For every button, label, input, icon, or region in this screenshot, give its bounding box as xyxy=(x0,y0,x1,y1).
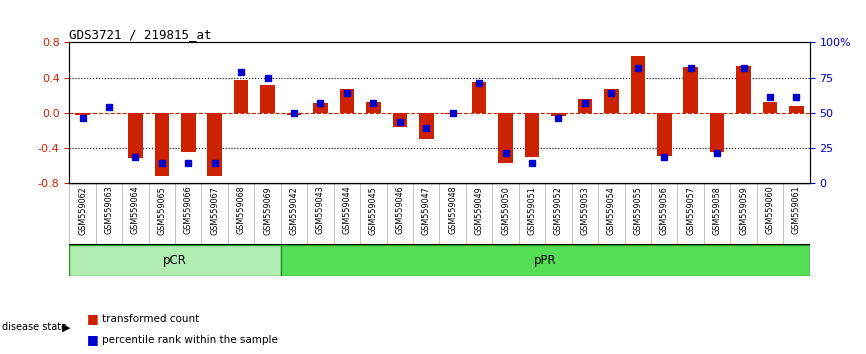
Bar xyxy=(552,113,565,116)
Text: GSM559042: GSM559042 xyxy=(289,186,299,235)
Bar xyxy=(313,103,327,113)
Bar xyxy=(392,113,407,127)
Bar xyxy=(366,102,381,113)
Text: GSM559059: GSM559059 xyxy=(739,186,748,235)
Bar xyxy=(234,80,249,113)
Text: GSM559043: GSM559043 xyxy=(316,186,325,234)
Bar xyxy=(181,113,196,152)
Text: GSM559053: GSM559053 xyxy=(580,186,590,235)
Text: GSM559068: GSM559068 xyxy=(236,186,246,234)
Bar xyxy=(736,66,751,113)
Bar xyxy=(75,113,90,115)
Bar xyxy=(419,113,434,139)
Bar xyxy=(128,113,143,158)
Text: GSM559066: GSM559066 xyxy=(184,186,193,234)
Text: ▶: ▶ xyxy=(62,322,71,332)
Text: GSM559063: GSM559063 xyxy=(105,186,113,234)
Text: GSM559048: GSM559048 xyxy=(449,186,457,234)
Text: GSM559049: GSM559049 xyxy=(475,186,483,235)
Bar xyxy=(472,82,487,113)
Bar xyxy=(69,245,281,276)
Text: GSM559062: GSM559062 xyxy=(78,186,87,235)
Bar xyxy=(604,89,618,113)
Bar xyxy=(339,89,354,113)
Bar xyxy=(208,113,222,176)
Bar xyxy=(281,245,810,276)
Text: GSM559060: GSM559060 xyxy=(766,186,774,234)
Text: GSM559061: GSM559061 xyxy=(792,186,801,234)
Text: GSM559051: GSM559051 xyxy=(527,186,537,235)
Bar xyxy=(789,105,804,113)
Text: GSM559050: GSM559050 xyxy=(501,186,510,235)
Bar xyxy=(154,113,169,176)
Text: GSM559057: GSM559057 xyxy=(686,186,695,235)
Bar xyxy=(683,67,698,113)
Bar xyxy=(710,113,725,152)
Bar xyxy=(287,113,301,115)
Text: GSM559045: GSM559045 xyxy=(369,186,378,235)
Bar xyxy=(498,113,513,162)
Text: GSM559044: GSM559044 xyxy=(342,186,352,234)
Text: GSM559046: GSM559046 xyxy=(396,186,404,234)
Text: GSM559055: GSM559055 xyxy=(633,186,643,235)
Bar xyxy=(763,102,778,113)
Text: GSM559058: GSM559058 xyxy=(713,186,721,235)
Bar xyxy=(657,113,671,156)
Text: GSM559065: GSM559065 xyxy=(158,186,166,235)
Text: GDS3721 / 219815_at: GDS3721 / 219815_at xyxy=(69,28,212,41)
Text: GSM559067: GSM559067 xyxy=(210,186,219,235)
Text: GSM559069: GSM559069 xyxy=(263,186,272,235)
Text: GSM559054: GSM559054 xyxy=(607,186,616,235)
Bar xyxy=(261,85,275,113)
Text: GSM559056: GSM559056 xyxy=(660,186,669,235)
Text: GSM559047: GSM559047 xyxy=(422,186,430,235)
Bar xyxy=(578,98,592,113)
Text: transformed count: transformed count xyxy=(102,314,199,324)
Bar xyxy=(445,113,460,114)
Bar xyxy=(525,113,540,157)
Bar xyxy=(630,56,645,113)
Text: GSM559064: GSM559064 xyxy=(131,186,140,234)
Text: percentile rank within the sample: percentile rank within the sample xyxy=(102,335,278,345)
Text: ■: ■ xyxy=(87,312,99,325)
Text: GSM559052: GSM559052 xyxy=(554,186,563,235)
Text: pCR: pCR xyxy=(163,254,187,267)
Text: pPR: pPR xyxy=(534,254,557,267)
Text: ■: ■ xyxy=(87,333,99,346)
Text: disease state: disease state xyxy=(2,322,67,332)
